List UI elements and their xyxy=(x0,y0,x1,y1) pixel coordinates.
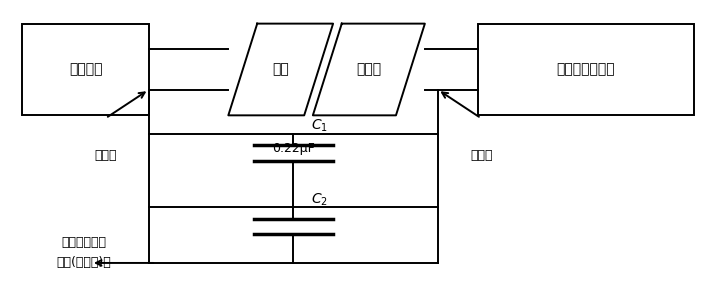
Text: 0.22μF: 0.22μF xyxy=(272,142,315,155)
Bar xyxy=(478,24,694,115)
Bar xyxy=(22,24,149,115)
Polygon shape xyxy=(313,24,425,115)
Text: 仪表输出: 仪表输出 xyxy=(69,62,102,77)
Text: 输出(低电位)端: 输出(低电位)端 xyxy=(56,256,111,270)
Text: 去其他仪表的: 去其他仪表的 xyxy=(62,236,106,249)
Text: 低电位: 低电位 xyxy=(470,149,492,162)
Text: $C_1$: $C_1$ xyxy=(311,118,329,134)
Text: 低电位: 低电位 xyxy=(94,149,117,162)
Text: 工频控制计算机: 工频控制计算机 xyxy=(557,62,615,77)
Polygon shape xyxy=(228,24,333,115)
Text: 信号: 信号 xyxy=(272,62,289,77)
Text: $C_2$: $C_2$ xyxy=(311,192,328,209)
Text: 采集卡: 采集卡 xyxy=(356,62,382,77)
